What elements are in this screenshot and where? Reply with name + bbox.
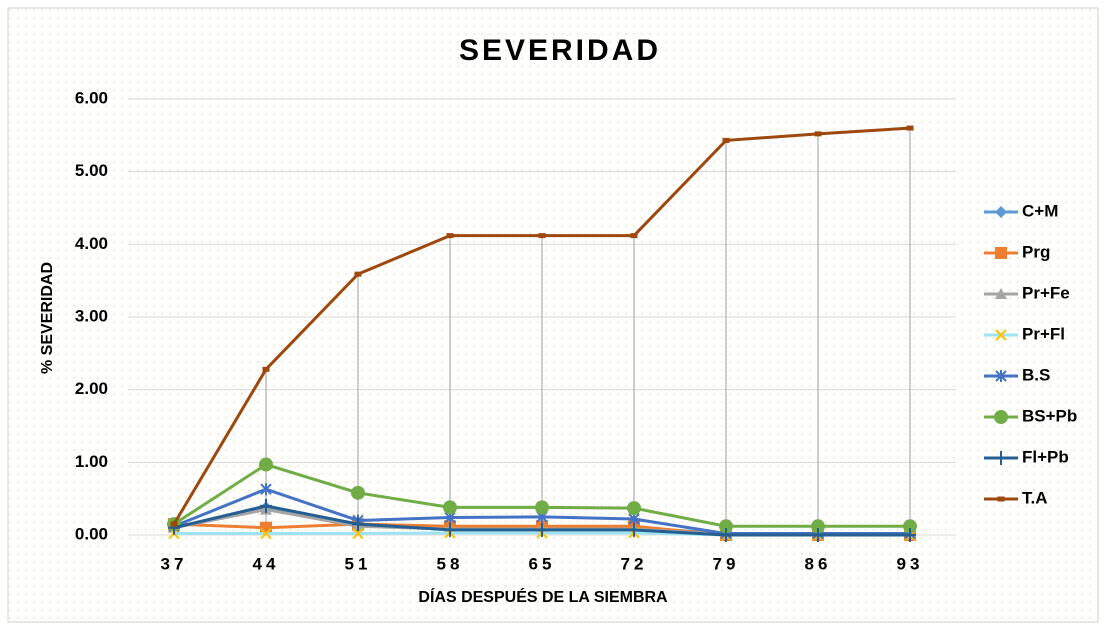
marker — [351, 485, 365, 500]
marker — [260, 498, 272, 513]
marker — [906, 125, 914, 131]
marker — [995, 451, 1007, 465]
legend-label: C+M — [1022, 201, 1058, 220]
y-tick-label: 5.00 — [75, 161, 108, 180]
x-tick-label: 86 — [805, 554, 832, 573]
x-tick-label: 79 — [713, 554, 740, 573]
legend-label: Pr+Fe — [1022, 283, 1070, 302]
y-tick-label: 3.00 — [75, 306, 108, 325]
marker — [352, 517, 364, 532]
marker — [628, 522, 640, 537]
marker — [997, 496, 1005, 502]
legend-label: T.A — [1022, 488, 1048, 507]
x-tick-label: 58 — [437, 554, 464, 573]
marker — [444, 522, 456, 537]
x-tick-label: 37 — [161, 554, 188, 573]
marker — [903, 519, 917, 534]
legend-label: Prg — [1022, 242, 1050, 261]
y-tick-label: 4.00 — [75, 234, 108, 253]
marker — [262, 366, 270, 372]
marker — [812, 528, 824, 542]
x-tick-label: 72 — [621, 554, 648, 573]
marker — [352, 527, 364, 540]
marker — [720, 528, 732, 542]
marker — [995, 247, 1007, 259]
x-axis-label: DÍAS DESPUÉS DE LA SIEMBRA — [418, 587, 668, 606]
y-axis-label: % SEVERIDAD — [39, 262, 56, 374]
marker — [538, 233, 546, 239]
x-tick-label: 51 — [345, 554, 372, 573]
legend-label: Fl+Pb — [1022, 447, 1069, 466]
marker — [904, 528, 916, 542]
marker — [260, 521, 272, 534]
marker — [354, 271, 362, 277]
y-tick-label: 2.00 — [75, 379, 108, 398]
marker — [260, 483, 272, 496]
marker — [995, 288, 1007, 299]
series — [170, 125, 914, 527]
marker — [995, 329, 1007, 341]
x-tick-label: 44 — [253, 554, 280, 573]
marker — [995, 206, 1007, 218]
marker — [811, 519, 825, 534]
marker — [995, 370, 1007, 382]
marker — [722, 137, 730, 143]
marker — [627, 501, 641, 516]
marker — [814, 131, 822, 137]
legend-label: B.S — [1022, 365, 1050, 384]
marker — [446, 233, 454, 239]
y-tick-label: 0.00 — [75, 524, 108, 543]
marker — [260, 527, 272, 540]
marker — [994, 410, 1008, 424]
y-tick-label: 1.00 — [75, 452, 108, 471]
series — [168, 498, 916, 542]
legend-label: BS+Pb — [1022, 406, 1077, 425]
marker — [536, 522, 548, 537]
marker — [259, 457, 273, 472]
marker — [443, 500, 457, 515]
y-tick-label: 6.00 — [75, 88, 108, 107]
x-tick-label: 93 — [897, 554, 924, 573]
marker — [630, 233, 638, 239]
marker — [535, 500, 549, 515]
legend-label: Pr+Fl — [1022, 324, 1065, 343]
x-tick-label: 65 — [529, 554, 556, 573]
chart-title: SEVERIDAD — [459, 34, 661, 67]
marker — [719, 519, 733, 534]
marker — [170, 521, 178, 527]
